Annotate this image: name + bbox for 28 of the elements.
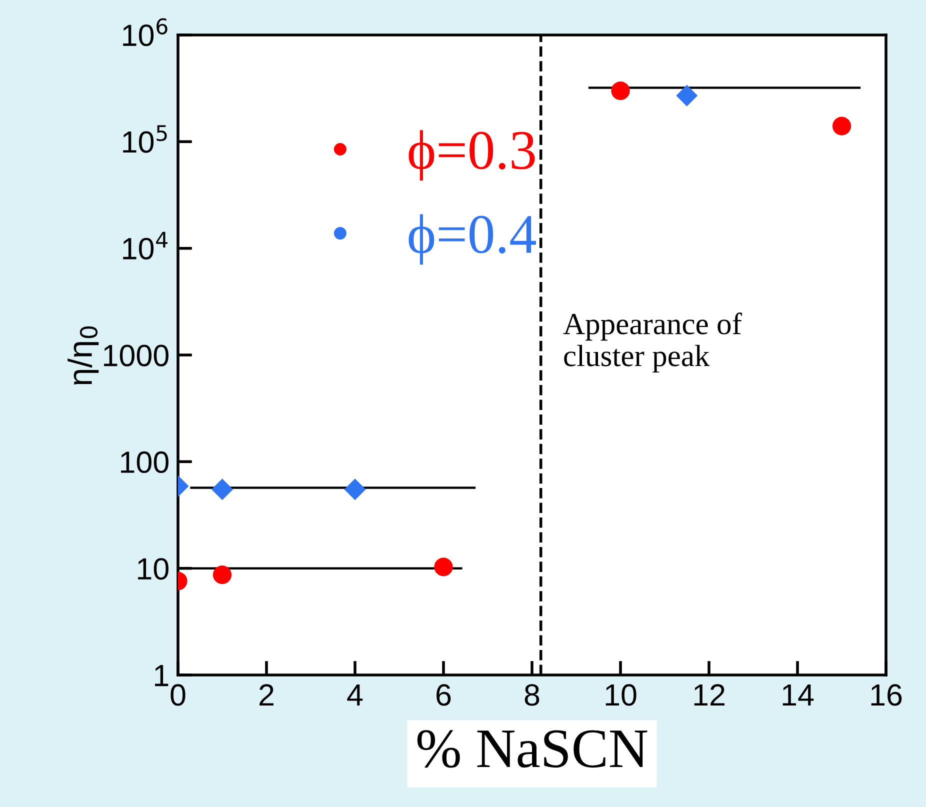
x-tick-label: 6 xyxy=(436,684,451,706)
x-tick-label: 0 xyxy=(170,684,186,706)
point xyxy=(676,84,698,106)
y-axis-title: η/η$_{0}$ xyxy=(68,326,99,385)
x-tick-label: 4 xyxy=(347,684,363,706)
y-tick-label: 10$^{6}$ xyxy=(123,18,168,46)
x-tick-label: 14 xyxy=(782,684,814,706)
point xyxy=(611,81,630,100)
x-tick-label: 12 xyxy=(694,684,724,706)
x-tick-label: 16 xyxy=(871,684,902,706)
x-tick-label: 8 xyxy=(524,684,540,706)
point xyxy=(344,478,366,500)
ref-line-label: Appearance of cluster peak xyxy=(563,312,742,373)
y-tick-label: 1000 xyxy=(104,344,168,366)
y-tick-label: 1 xyxy=(155,665,168,686)
point xyxy=(212,565,232,584)
y-tick-label: 100 xyxy=(121,451,168,474)
y-tick-label: 10$^{5}$ xyxy=(123,125,167,153)
y-tick-label: 10$^{4}$ xyxy=(123,232,168,260)
y-tick-label: 10 xyxy=(138,558,168,580)
point xyxy=(832,116,852,136)
x-tick-label: 2 xyxy=(260,684,274,706)
x-axis-title: % NaSCN xyxy=(417,730,648,768)
point xyxy=(211,478,234,500)
point xyxy=(434,558,453,576)
legend-label: ϕ=0.3 xyxy=(408,130,535,181)
legend-label: ϕ=0.4 xyxy=(408,214,536,265)
x-tick-label: 10 xyxy=(606,684,636,706)
